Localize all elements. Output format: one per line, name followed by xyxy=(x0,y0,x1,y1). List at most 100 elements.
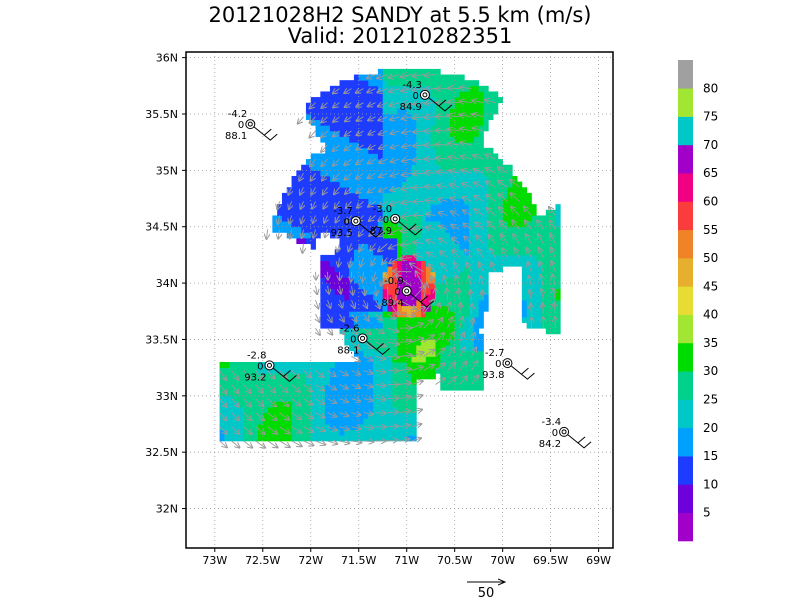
speed-cell xyxy=(493,226,499,233)
speed-cell xyxy=(310,418,316,425)
speed-cell xyxy=(445,159,451,166)
speed-cell xyxy=(353,435,360,442)
speed-cell xyxy=(387,401,393,408)
speed-cell xyxy=(411,114,417,121)
speed-cell xyxy=(373,221,379,228)
speed-cell xyxy=(425,119,432,126)
speed-cell xyxy=(339,170,345,177)
speed-cell xyxy=(325,221,331,228)
wind-vector xyxy=(356,103,364,107)
speed-cell xyxy=(401,277,408,284)
wind-vector xyxy=(369,215,376,222)
wind-vector xyxy=(375,385,386,386)
wind-vector xyxy=(435,318,443,329)
speed-cell xyxy=(454,164,460,171)
speed-cell xyxy=(329,311,336,318)
speed-cell xyxy=(411,378,417,385)
speed-cell xyxy=(315,170,321,177)
wind-vector xyxy=(411,324,423,329)
wind-vector xyxy=(322,172,328,180)
speed-cell xyxy=(349,153,355,160)
speed-cell xyxy=(353,401,360,408)
station-pressure: 93.8 xyxy=(482,370,504,381)
colorbar-swatch xyxy=(678,116,693,146)
wind-vector xyxy=(487,208,496,216)
speed-cell xyxy=(430,153,436,160)
speed-cell xyxy=(334,305,340,312)
speed-cell xyxy=(291,407,297,414)
speed-cell xyxy=(454,221,460,228)
speed-cell xyxy=(329,277,336,284)
speed-cell xyxy=(233,373,240,380)
wind-barb xyxy=(521,367,529,375)
speed-cell xyxy=(411,362,417,369)
wind-vector xyxy=(411,287,425,301)
speed-cell xyxy=(445,108,451,115)
speed-cell xyxy=(358,362,364,369)
speed-cell xyxy=(368,316,374,323)
speed-cell xyxy=(373,147,379,154)
speed-cell xyxy=(387,373,393,380)
speed-cell xyxy=(373,271,379,278)
speed-cell xyxy=(267,407,273,414)
wind-vector xyxy=(344,89,352,94)
wind-vector xyxy=(401,89,412,91)
speed-cell xyxy=(358,125,364,132)
speed-cell xyxy=(339,294,345,301)
speed-cell xyxy=(253,362,259,369)
speed-cell xyxy=(435,305,441,312)
speed-cell xyxy=(449,367,456,374)
speed-cell xyxy=(541,271,547,278)
speed-cell xyxy=(387,136,393,143)
speed-cell xyxy=(373,164,379,171)
wind-vector xyxy=(552,275,555,287)
speed-cell xyxy=(445,198,451,205)
speed-cell xyxy=(469,254,475,261)
speed-cell xyxy=(349,119,355,126)
speed-cell xyxy=(445,147,451,154)
colorbar-swatch xyxy=(678,512,693,542)
speed-cell xyxy=(406,238,412,245)
wind-vector xyxy=(551,248,556,258)
speed-cell xyxy=(541,226,547,233)
wind-vector xyxy=(333,103,340,108)
speed-cell xyxy=(454,74,460,81)
speed-cell xyxy=(449,164,456,171)
wind-vector xyxy=(399,397,411,399)
speed-cell xyxy=(344,322,350,329)
speed-cell xyxy=(305,418,312,425)
speed-cell xyxy=(315,125,321,132)
speed-cell xyxy=(219,424,225,431)
y-tick-label: 34N xyxy=(156,277,178,290)
speed-cell xyxy=(349,345,355,352)
speed-cell xyxy=(469,249,475,256)
speed-cell xyxy=(507,209,513,216)
wind-vector xyxy=(439,226,448,230)
speed-cell xyxy=(464,378,470,385)
wind-vector xyxy=(349,257,351,268)
wind-vector xyxy=(344,158,352,165)
speed-cell xyxy=(349,305,355,312)
speed-cell xyxy=(469,108,475,115)
speed-cell xyxy=(353,136,360,143)
speed-cell xyxy=(392,80,398,87)
speed-cell xyxy=(464,288,470,295)
wind-vector xyxy=(367,75,376,79)
speed-cell xyxy=(440,294,446,301)
speed-cell xyxy=(291,204,297,211)
speed-cell xyxy=(401,136,408,143)
speed-cell xyxy=(430,322,436,329)
wind-vector xyxy=(431,276,435,287)
speed-cell xyxy=(397,378,403,385)
wind-vector xyxy=(413,131,424,132)
speed-cell xyxy=(531,254,537,261)
speed-cell xyxy=(267,435,273,442)
speed-cell xyxy=(238,378,244,385)
speed-cell xyxy=(233,384,240,391)
speed-cell xyxy=(454,300,460,307)
speed-cell xyxy=(406,221,412,228)
speed-cell xyxy=(459,356,465,363)
speed-cell xyxy=(430,221,436,228)
speed-cell xyxy=(445,226,451,233)
speed-cell xyxy=(353,125,360,132)
